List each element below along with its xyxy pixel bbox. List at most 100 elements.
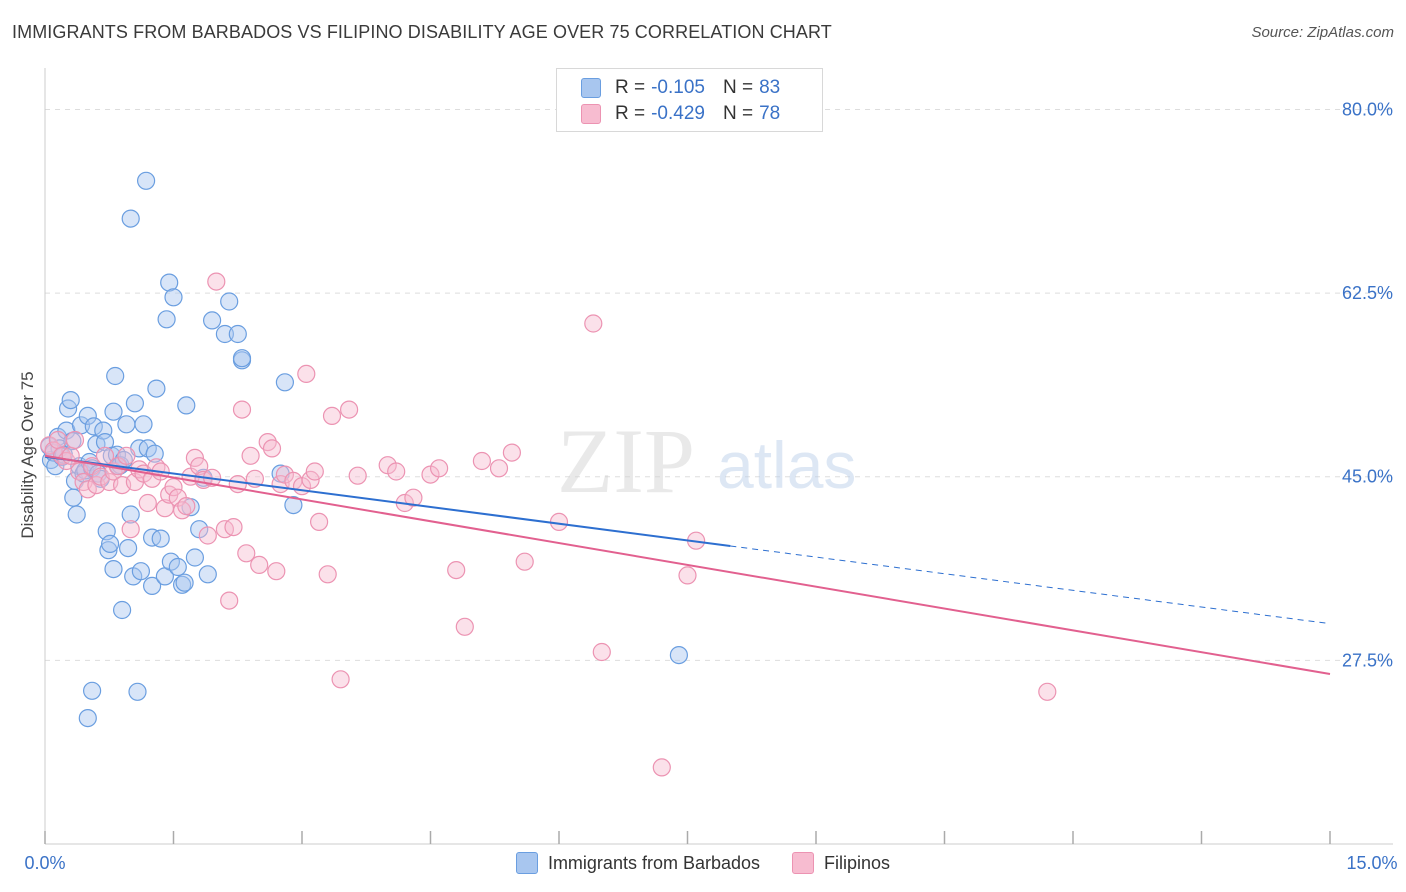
data-point <box>137 171 156 190</box>
legend-row-filipinos: R = -0.429 N = 78 <box>581 102 780 126</box>
data-point <box>592 642 611 662</box>
data-point <box>65 430 85 450</box>
data-point <box>147 379 166 398</box>
data-point <box>78 480 97 499</box>
legend-label: Immigrants from Barbados <box>547 852 761 873</box>
data-point <box>117 446 136 465</box>
data-point <box>297 364 316 383</box>
data-point <box>185 548 204 567</box>
data-point <box>224 517 243 537</box>
data-point <box>112 600 132 620</box>
data-point <box>61 391 80 410</box>
x-tick-label: 0.0% <box>24 853 65 873</box>
data-point <box>310 512 329 532</box>
x-tick-labels: 0.0% 15.0% <box>24 853 1397 873</box>
data-point <box>164 478 183 497</box>
data-point <box>232 349 252 368</box>
data-point <box>404 488 423 507</box>
data-point <box>447 560 466 580</box>
trend-line-filipinos <box>44 454 1331 675</box>
r-value: -0.429 <box>651 103 705 124</box>
data-point <box>348 466 367 485</box>
legend-label: Filipinos <box>824 852 891 873</box>
n-label: N = <box>722 103 754 124</box>
chart-title: IMMIGRANTS FROM BARBADOS VS FILIPINO DIS… <box>12 22 832 42</box>
data-point <box>190 457 209 476</box>
data-point <box>104 402 123 421</box>
watermark-zip: ZIP <box>557 410 695 512</box>
data-point <box>305 462 324 481</box>
watermark: ZIP atlas <box>557 410 856 512</box>
blue-swatch <box>581 78 601 98</box>
y-tick-label: 62.5% <box>1342 283 1393 303</box>
data-point <box>173 575 192 594</box>
data-point <box>215 324 234 344</box>
data-point <box>164 288 183 307</box>
data-point <box>94 421 113 440</box>
data-point <box>267 562 286 581</box>
data-point <box>387 462 406 481</box>
data-point <box>472 451 491 471</box>
data-point <box>322 406 342 425</box>
data-point <box>284 496 303 515</box>
data-point <box>584 314 603 333</box>
series-legend: Immigrants from Barbados Filipinos <box>0 852 1406 874</box>
data-point <box>67 505 86 524</box>
data-point <box>134 415 153 434</box>
data-point <box>128 682 147 701</box>
data-point <box>168 557 187 577</box>
data-point <box>331 670 350 689</box>
pink-swatch <box>581 104 601 124</box>
data-point <box>301 470 320 489</box>
data-point <box>151 529 170 548</box>
data-point <box>515 552 534 571</box>
watermark-atlas: atlas <box>717 428 856 502</box>
data-point <box>220 292 239 311</box>
data-point <box>198 565 217 584</box>
data-point <box>121 520 140 539</box>
data-point <box>177 497 196 516</box>
r-value: -0.105 <box>651 77 705 98</box>
data-point <box>119 538 138 558</box>
data-point <box>241 446 260 465</box>
data-point <box>138 493 157 513</box>
data-point <box>430 459 449 478</box>
y-axis-label: Disability Age Over 75 <box>18 371 37 538</box>
trend-line-barbados <box>44 455 731 547</box>
n-value: 78 <box>759 103 781 124</box>
data-point <box>82 681 102 700</box>
data-point <box>318 565 337 584</box>
n-label: N = <box>722 77 754 98</box>
data-point <box>48 430 68 450</box>
r-label: R = <box>615 103 646 124</box>
legend-item-barbados: Immigrants from Barbados <box>515 852 761 874</box>
data-point <box>262 439 282 458</box>
data-point <box>250 555 269 575</box>
data-point <box>160 273 179 292</box>
data-point <box>237 544 256 563</box>
y-tick-labels: 27.5% 45.0% 62.5% 80.0% <box>1342 99 1393 670</box>
y-tick-label: 45.0% <box>1342 467 1393 487</box>
data-point <box>185 448 204 467</box>
data-point <box>99 541 118 560</box>
y-tick-label: 80.0% <box>1342 99 1393 119</box>
data-point <box>502 443 521 462</box>
data-point <box>228 324 247 344</box>
data-point <box>78 708 97 728</box>
data-point <box>104 559 123 579</box>
y-tick-label: 27.5% <box>1342 650 1393 670</box>
data-point <box>125 394 144 413</box>
data-point <box>121 505 140 524</box>
source-label: Source: ZipAtlas.com <box>1251 24 1394 41</box>
data-point <box>84 417 103 436</box>
data-point <box>455 617 474 636</box>
data-point <box>145 444 164 463</box>
data-point <box>121 209 140 228</box>
data-point <box>678 566 697 585</box>
pink-swatch <box>792 852 815 874</box>
legend-row-barbados: R = -0.105 N = 83 <box>581 76 780 100</box>
data-point <box>175 573 194 592</box>
data-point <box>203 311 222 330</box>
blue-swatch <box>515 852 538 874</box>
